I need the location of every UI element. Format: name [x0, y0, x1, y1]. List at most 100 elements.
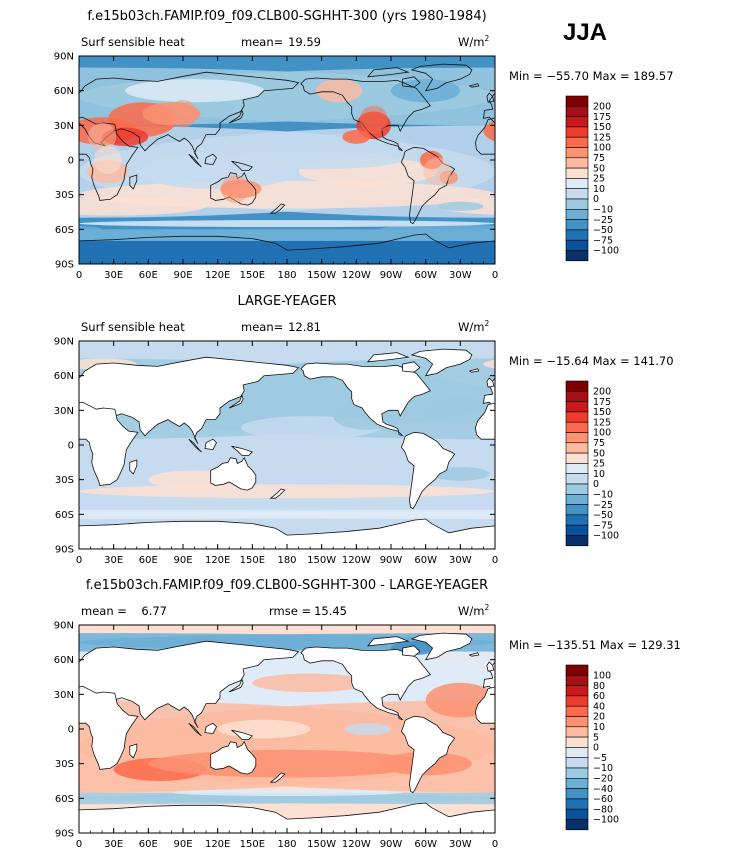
coastline-africa	[79, 116, 139, 201]
x-tick-label: 180	[277, 555, 296, 566]
coastline-baffin	[402, 76, 421, 88]
field-contour	[657, 416, 733, 439]
coastline-north-america	[300, 362, 431, 437]
field-contour	[217, 719, 311, 739]
field-contour	[79, 225, 103, 233]
x-tick-label: 120W	[342, 270, 371, 281]
field-contour	[379, 224, 495, 234]
units-label: W/m2	[458, 319, 489, 334]
y-tick-label: 90N	[54, 337, 74, 348]
field-contour	[483, 120, 495, 142]
coastline-sumatra	[188, 722, 202, 737]
colorbar-level: 5	[593, 732, 599, 743]
land-flux	[169, 99, 197, 128]
x-tick-label: 120W	[342, 555, 371, 566]
colorbar-level: 75	[593, 438, 605, 449]
rmse-label: rmse =	[269, 604, 311, 618]
coastline-new-guinea	[231, 729, 254, 740]
coastline-greenland	[0, 64, 56, 91]
colorbar-swatch	[565, 819, 589, 831]
coastline-antarctica	[79, 802, 495, 833]
field-contour	[437, 201, 484, 211]
colorbar-swatch	[565, 136, 589, 148]
coastline-sumatra	[605, 154, 618, 167]
axes: 0 30E 60E 90E 120E 150E 180 150W 120W 90W 60W 30W 09…	[54, 52, 498, 282]
coastline-australia	[627, 742, 672, 774]
coastline-new-guinea	[648, 730, 669, 739]
mean-label: mean=	[241, 35, 283, 49]
axes: 0 30E 60E 90E 120E 150E 180 150W 120W 90W 60W 30W 09…	[54, 621, 498, 851]
y-tick-label: 30S	[55, 759, 74, 770]
y-tick-label: 30S	[55, 475, 74, 486]
coastline-sumatra	[605, 439, 618, 452]
coastline-new-guinea	[648, 446, 669, 455]
coastline-antarctica	[79, 233, 495, 264]
coastline-new-zealand	[269, 772, 286, 783]
colorbar-level: 40	[593, 701, 605, 712]
panel-observation: LARGE-YEAGER Surf sensible heat mean= 12…	[0, 294, 733, 566]
colorbar-swatch	[565, 401, 589, 413]
y-tick-label: 60N	[54, 371, 74, 382]
colorbar-level: 200	[593, 387, 611, 398]
x-tick-label: 90E	[173, 555, 192, 566]
colorbar-level: 100	[593, 143, 611, 154]
coastline-uk	[486, 661, 495, 672]
colorbar-level: −50	[593, 510, 613, 521]
coastline-south-america	[400, 431, 456, 510]
field-contour	[217, 150, 403, 170]
y-tick-label: 90N	[54, 52, 74, 63]
colorbar-swatch	[565, 390, 589, 402]
field-contour	[0, 158, 21, 186]
y-tick-label: 0	[68, 725, 74, 736]
field-contour	[518, 128, 564, 146]
field-contour	[0, 700, 79, 792]
colorbar-level: 80	[593, 681, 605, 692]
colorbar-level: 125	[593, 417, 611, 428]
field-contour	[315, 79, 363, 103]
coastline-new-zealand	[687, 204, 701, 213]
coastline-arctic-islands	[366, 636, 410, 647]
coastline-japan	[228, 109, 244, 124]
colorbar-swatch	[565, 411, 589, 423]
field-contour	[79, 484, 495, 499]
mean-value: 12.81	[288, 320, 321, 334]
min-max-label: Min = −55.70 Max = 189.57	[509, 69, 674, 83]
coastline-madagascar	[129, 174, 138, 190]
x-tick-label: 90E	[173, 270, 192, 281]
x-tick-label: 90W	[380, 555, 403, 566]
colorbar-swatch	[565, 674, 589, 686]
field-contour	[21, 202, 67, 211]
coastline-iceland	[468, 652, 480, 657]
colorbar-swatch	[565, 250, 589, 262]
colorbar-swatch	[565, 524, 589, 536]
colorbar-swatch	[565, 178, 589, 190]
x-tick-label: 150E	[240, 555, 265, 566]
colorbar-level: −10	[593, 763, 613, 774]
coastline-arctic-islands	[366, 67, 410, 78]
colorbar-swatch	[565, 494, 589, 505]
coastline-south-america	[0, 432, 39, 508]
coastline-antarctica	[79, 518, 495, 549]
coastline-sumatra	[188, 438, 202, 453]
coastline-north-america	[717, 78, 733, 151]
mean-label: mean =	[81, 604, 127, 618]
coastline-borneo	[621, 439, 633, 449]
colorbar-level: 0	[593, 479, 599, 490]
colorbar-swatch	[565, 157, 589, 169]
coastline-borneo	[621, 154, 633, 164]
colorbar-swatch	[565, 229, 589, 241]
coastline-sumatra	[188, 153, 202, 168]
season-label: JJA	[563, 19, 607, 46]
coastline-greenland	[0, 633, 56, 660]
colorbar-level: −25	[593, 215, 613, 226]
coastline-australia	[210, 740, 257, 775]
coastline-eurasia	[79, 71, 300, 160]
colorbar-level: −75	[593, 235, 613, 246]
x-tick-label: 60W	[414, 555, 437, 566]
field-contour	[342, 129, 371, 144]
colorbar-swatch	[565, 778, 589, 789]
field-contour	[634, 151, 733, 169]
x-tick-label: 120E	[205, 555, 230, 566]
